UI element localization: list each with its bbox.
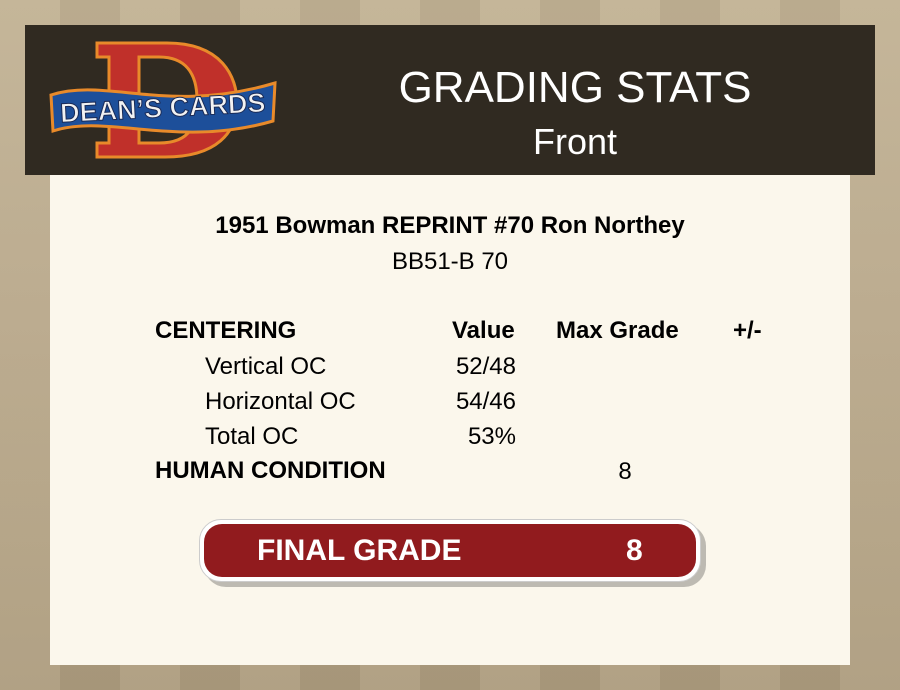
deans-cards-logo: DEAN’S CARDS	[49, 41, 277, 159]
human-condition-grade: 8	[618, 458, 632, 485]
plus-minus-header: +/-	[733, 317, 762, 344]
final-grade-badge: FINAL GRADE 8	[199, 519, 701, 582]
row-value-total-oc: 53%	[467, 423, 516, 450]
row-label-total-oc: Total OC	[205, 423, 299, 450]
max-grade-header: Max Grade	[556, 317, 679, 344]
value-header: Value	[452, 317, 515, 344]
row-value-horizontal-oc: 54/46	[455, 388, 516, 415]
stats-panel	[50, 175, 850, 665]
final-grade-label: FINAL GRADE	[257, 534, 462, 567]
card-code: BB51-B 70	[391, 248, 509, 275]
row-value-vertical-oc: 52/48	[455, 353, 516, 380]
card-title: 1951 Bowman REPRINT #70 Ron Northey	[215, 212, 685, 239]
row-label-vertical-oc: Vertical OC	[205, 353, 327, 380]
human-condition-label: HUMAN CONDITION	[155, 457, 386, 484]
page-subtitle: Front	[532, 121, 618, 162]
row-label-horizontal-oc: Horizontal OC	[205, 388, 356, 415]
header: DEAN’S CARDS GRADING STATS Front	[25, 25, 875, 175]
page-title: GRADING STATS	[398, 63, 752, 112]
centering-header: CENTERING	[155, 317, 297, 344]
final-grade-value: 8	[626, 534, 643, 567]
